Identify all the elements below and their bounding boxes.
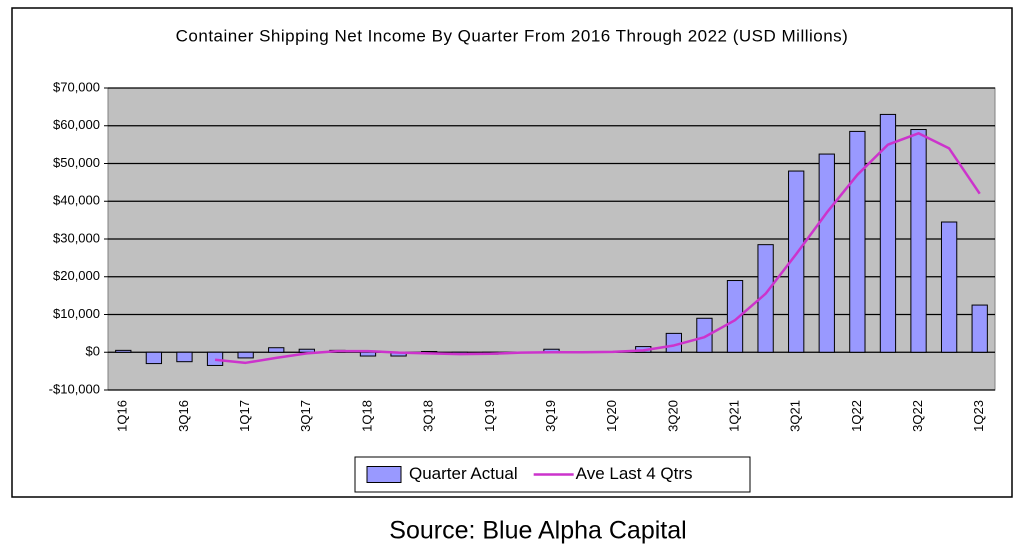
y-tick-label: $60,000 [53, 117, 100, 132]
legend-box [354, 456, 751, 493]
x-tick-label: 1Q20 [604, 400, 619, 432]
legend-label: Ave Last 4 Qtrs [576, 464, 693, 483]
x-tick-label: 1Q17 [237, 400, 252, 432]
bar [359, 351, 377, 357]
chart-title: Container Shipping Net Income By Quarter… [176, 26, 849, 45]
x-tick-label: 1Q16 [115, 400, 130, 432]
bar [757, 244, 774, 353]
x-tick-label: 1Q19 [482, 400, 497, 432]
bar [726, 280, 744, 353]
x-tick-label: 3Q19 [543, 400, 558, 432]
line [214, 132, 981, 365]
x-tick-label: 3Q20 [665, 400, 680, 432]
bar [940, 221, 958, 353]
bar [145, 351, 163, 365]
bar [115, 349, 132, 353]
bar [879, 113, 897, 353]
x-tick-label: 1Q22 [849, 400, 864, 432]
x-tick-label: 3Q21 [788, 400, 803, 432]
bar [696, 317, 713, 353]
bar [268, 347, 285, 353]
x-tick-label: 1Q18 [359, 400, 374, 432]
legend-swatch [366, 466, 402, 483]
bar [818, 153, 835, 353]
x-tick-label: 3Q18 [421, 400, 436, 432]
y-tick-label: $30,000 [53, 230, 100, 245]
bar [971, 304, 988, 353]
bar [237, 351, 254, 359]
x-tick-label: 3Q17 [298, 400, 313, 432]
y-tick-label: $40,000 [53, 193, 100, 208]
source: Source: Blue Alpha Capital [389, 517, 686, 545]
bar [206, 351, 224, 366]
y-tick-label: $20,000 [53, 268, 100, 283]
bar [176, 351, 193, 363]
y-tick-label: $50,000 [53, 155, 100, 170]
bar [788, 170, 805, 353]
bar [849, 130, 866, 353]
x-tick-label: 1Q21 [726, 400, 741, 432]
x-tick-label: 3Q16 [176, 400, 191, 432]
y-tick-label: -$10,000 [49, 381, 100, 396]
y-tick-label: $0 [86, 344, 100, 359]
x-tick-label: 1Q23 [971, 400, 986, 432]
legend-label: Quarter Actual [409, 464, 518, 483]
y-tick-label: $70,000 [53, 79, 100, 94]
x-tick-label: 3Q22 [910, 400, 925, 432]
y-tick-label: $10,000 [53, 306, 100, 321]
bar [910, 129, 927, 353]
